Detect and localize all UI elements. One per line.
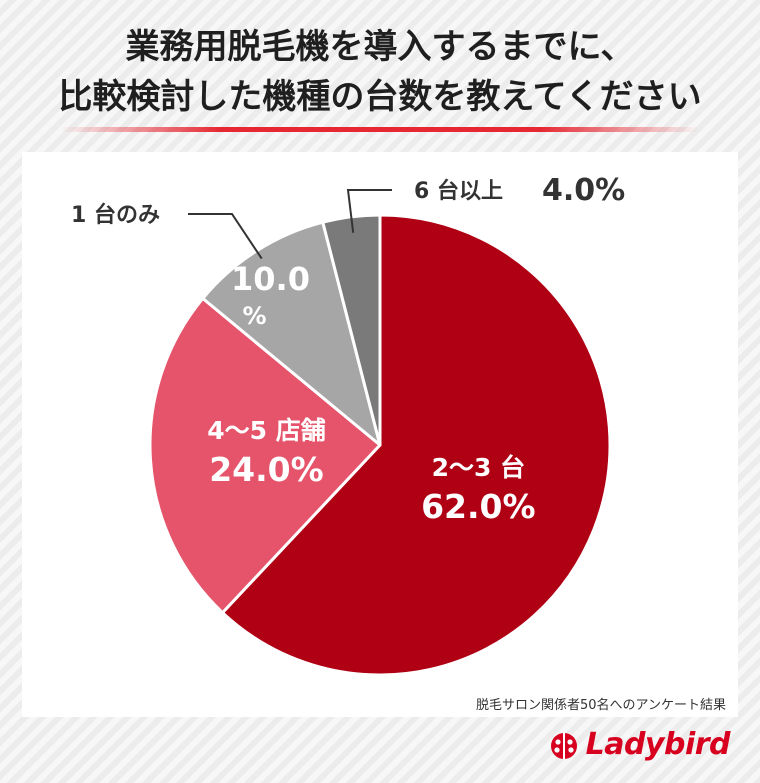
- slice-label-1: 2〜3 台: [432, 453, 526, 482]
- pie-slice-2: [148, 296, 382, 615]
- brand-name: Ladybird: [585, 727, 731, 762]
- source-note: 脱毛サロン関係者50名へのアンケート結果: [475, 698, 726, 713]
- slice-value-2: 24.0%: [209, 450, 324, 489]
- slice-label-3: 1 台のみ: [71, 202, 160, 228]
- slice-value-4: 4.0%: [542, 173, 625, 208]
- slice-value-unit-3: %: [242, 302, 266, 330]
- title-line-1: 業務用脱毛機を導入するまでに、: [125, 27, 635, 67]
- slice-label-4: 6 台以上: [414, 178, 503, 204]
- ladybug-icon: [550, 733, 577, 759]
- leader-line-3: [188, 213, 263, 260]
- slice-label-2: 4〜5 店舗: [207, 416, 326, 445]
- slice-value-1: 62.0%: [421, 487, 536, 526]
- brand-logo: Ladybird: [548, 727, 731, 762]
- slice-value-3: 10.0: [231, 260, 310, 298]
- chart-title: 業務用脱毛機を導入するまでに、 比較検討した機種の台数を教えてください: [0, 22, 760, 122]
- title-line-2: 比較検討した機種の台数を教えてください: [58, 77, 702, 117]
- title-underline: [60, 127, 700, 132]
- pie-chart: 2〜3 台 62.0% 4〜5 店舗 24.0% 10.0% 1 台のみ 6 台以上 4.0%: [71, 173, 625, 677]
- chart-panel: 2〜3 台 62.0% 4〜5 店舗 24.0% 10.0% 1 台のみ 6 台以上 4.0%: [22, 152, 738, 717]
- pie-slice-1: [221, 213, 612, 677]
- leader-line-4: [346, 189, 392, 233]
